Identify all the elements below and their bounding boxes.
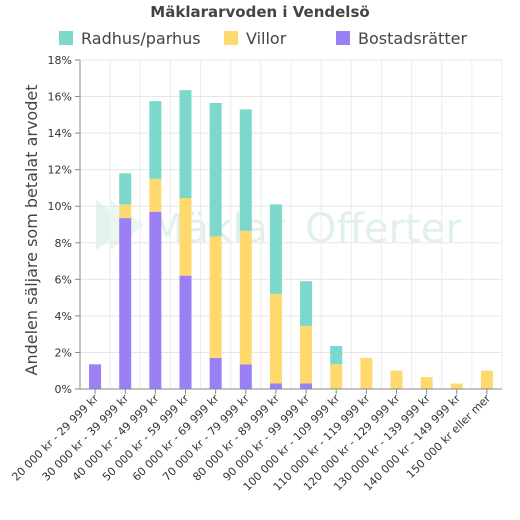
bar-segment-bostadsr-tter — [209, 357, 222, 389]
y-tick-label: 6% — [55, 273, 72, 286]
bar-segment-villor — [420, 377, 433, 389]
bar-segment-villor — [450, 383, 463, 389]
bar-segment-villor — [390, 370, 403, 389]
bar-segment-villor — [330, 364, 343, 389]
y-tick-label: 18% — [48, 54, 72, 67]
legend-label: Radhus/parhus — [81, 29, 201, 48]
y-axis-ticks: 0% 2% 4% 6% 8% 10% 12% 14% 16% 18% — [48, 54, 80, 396]
y-tick-label: 12% — [48, 164, 72, 177]
bars — [89, 90, 493, 389]
y-tick-label: 10% — [48, 200, 72, 213]
y-tick-label: 14% — [48, 127, 72, 140]
y-tick-label: 2% — [55, 346, 72, 359]
bar-segment-bostadsr-tter — [149, 211, 162, 389]
bar-segment-villor — [119, 204, 132, 219]
bar-segment-radhus-parhus — [209, 102, 222, 237]
legend: Radhus/parhus Villor Bostadsrätter — [59, 29, 467, 48]
y-tick-label: 4% — [55, 310, 72, 323]
bar-segment-bostadsr-tter — [300, 383, 313, 389]
bar-segment-bostadsr-tter — [269, 383, 282, 389]
bar-segment-bostadsr-tter — [89, 364, 102, 389]
bar-segment-bostadsr-tter — [179, 275, 192, 389]
legend-label: Bostadsrätter — [358, 29, 467, 48]
chart-title: Mäklararvoden i Vendelsö — [150, 3, 369, 21]
bar-segment-bostadsr-tter — [119, 218, 132, 389]
watermark-text-b: Offerter — [305, 206, 462, 252]
y-tick-label: 0% — [55, 383, 72, 396]
y-tick-label: 8% — [55, 237, 72, 250]
bar-segment-villor — [269, 293, 282, 384]
bar-segment-villor — [239, 230, 252, 365]
bar-segment-radhus-parhus — [330, 346, 343, 365]
bar-segment-radhus-parhus — [269, 204, 282, 294]
bar-segment-villor — [480, 370, 493, 389]
bar-segment-radhus-parhus — [300, 281, 313, 326]
legend-swatch — [336, 31, 350, 45]
y-tick-label: 16% — [48, 91, 72, 104]
bar-segment-radhus-parhus — [119, 173, 132, 205]
bar-segment-villor — [149, 178, 162, 212]
bar-segment-radhus-parhus — [239, 109, 252, 231]
bar-segment-villor — [209, 236, 222, 358]
bar-segment-villor — [300, 325, 313, 384]
axes — [79, 60, 502, 390]
legend-label: Villor — [246, 29, 287, 48]
y-axis-title: Andelen säljare som betalat arvodet — [22, 85, 41, 376]
bar-segment-radhus-parhus — [179, 90, 192, 198]
bar-segment-villor — [360, 357, 373, 389]
legend-swatch — [224, 31, 238, 45]
bar-segment-villor — [179, 197, 192, 276]
bar-segment-radhus-parhus — [149, 101, 162, 179]
legend-swatch — [59, 31, 73, 45]
bar-segment-bostadsr-tter — [239, 364, 252, 389]
